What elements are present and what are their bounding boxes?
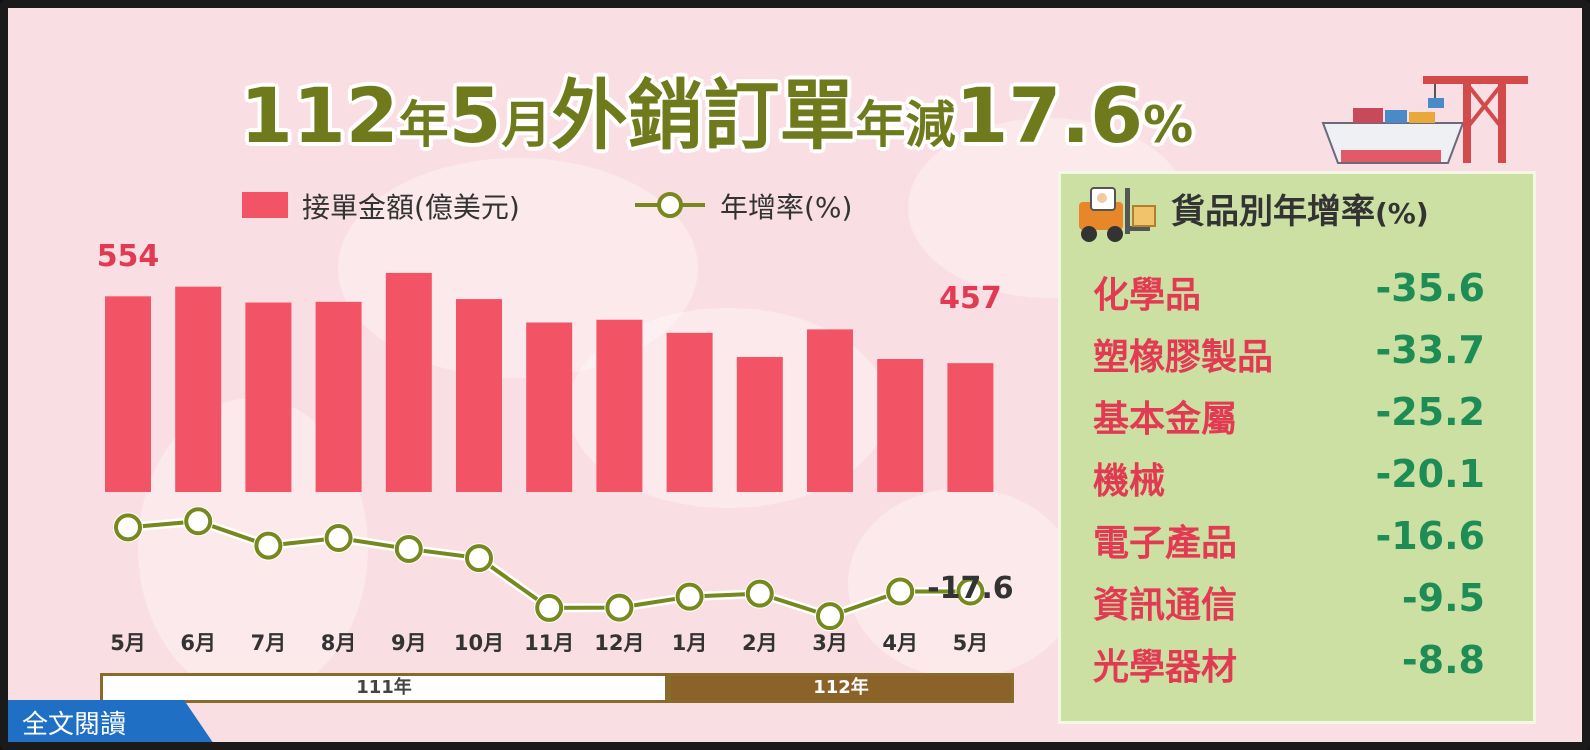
bar (877, 359, 924, 492)
bar (105, 296, 151, 492)
line-point (886, 577, 915, 606)
panel-title: 貨品別年增率(%) (1171, 184, 1429, 233)
panel-row: 化學品 -35.6 (1061, 266, 1533, 326)
bar (736, 356, 783, 492)
line-point (465, 544, 493, 573)
category-panel: 貨品別年增率(%) 化學品 -35.6 塑橡膠製品 -33.7 基本金屬 -25.2 機械 -… (1058, 171, 1536, 724)
line-point (394, 534, 423, 563)
x-tick-label: 10月 (454, 631, 504, 655)
panel-item-name: 基本金屬 (1093, 399, 1238, 440)
panel-title-text: 貨品別年增率 (1171, 192, 1375, 232)
x-tick-label: 11月 (524, 631, 574, 655)
title-value: 17.6 (955, 71, 1144, 160)
title-decline: 年減 (855, 96, 956, 154)
x-tick-label: 4月 (882, 631, 918, 655)
panel-row: 塑橡膠製品 -33.7 (1061, 328, 1533, 388)
panel-item-name: 資訊通信 (1093, 585, 1238, 626)
title-year-unit: 年 (398, 96, 449, 154)
panel-row: 基本金屬 -25.2 (1061, 390, 1533, 450)
legend-bar-swatch (242, 192, 288, 218)
bar (456, 299, 502, 492)
bar (245, 302, 292, 492)
panel-item-value: -25.2 (1375, 390, 1485, 434)
bar (947, 363, 994, 492)
legend-line-marker (657, 192, 683, 218)
year-group-111: 111年 (100, 673, 668, 703)
x-tick-label: 6月 (180, 631, 216, 655)
ship-crane-icon (1321, 76, 1528, 164)
x-tick-label: 12月 (594, 631, 644, 655)
line-point (254, 531, 283, 560)
year-group-112: 112年 (668, 673, 1014, 703)
bar-line-chart: 5月 6月 7月 8月 9月 10月 11月 12月 1月 2月 3月 4月 5月 554 457 -17.6 (97, 239, 1014, 655)
bar (175, 286, 222, 492)
panel-item-value: -9.5 (1401, 576, 1485, 620)
x-tick-label: 9月 (391, 631, 427, 655)
line-point (956, 577, 985, 606)
panel-item-name: 化學品 (1093, 275, 1202, 316)
x-tick-label: 7月 (251, 631, 287, 655)
x-tick-label: 5月 (110, 631, 146, 655)
data-label-last-line: -17.6 (927, 571, 1013, 606)
line-point (535, 593, 564, 622)
panel-item-value: -33.7 (1375, 328, 1485, 372)
line-point (605, 593, 634, 622)
bar (385, 272, 432, 492)
panel-row: 資訊通信 -9.5 (1061, 576, 1533, 636)
x-tick-label: 5月 (953, 631, 989, 655)
bar (807, 329, 853, 492)
forklift-icon (1079, 187, 1156, 242)
bar (526, 322, 573, 492)
title-pct: % (1143, 96, 1194, 154)
line-point (324, 524, 353, 552)
title-main: 外銷訂單 (551, 71, 856, 160)
panel-title-unit: (%) (1375, 197, 1429, 230)
panel-row: 電子產品 -16.6 (1061, 514, 1533, 574)
panel-item-value: -16.6 (1375, 514, 1485, 558)
panel-item-name: 塑橡膠製品 (1093, 337, 1274, 378)
bar (596, 319, 643, 492)
line-point (675, 582, 704, 611)
data-label-last-bar: 457 (939, 281, 1002, 316)
title-month: 5 (448, 71, 502, 160)
line-point (114, 513, 142, 542)
read-full-text-button[interactable]: 全文閱讀 (8, 700, 218, 742)
panel-item-name: 光學器材 (1093, 647, 1238, 688)
data-label-first-bar: 554 (97, 239, 160, 274)
legend-bar-label: 接單金額(億美元) (302, 191, 520, 224)
panel-item-name: 機械 (1093, 461, 1166, 502)
line-point (184, 507, 213, 536)
title-year: 112 (240, 71, 399, 160)
line-point (816, 602, 844, 631)
panel-item-value: -8.8 (1401, 638, 1485, 682)
x-tick-label: 2月 (742, 631, 778, 655)
legend-line-label: 年增率(%) (720, 191, 853, 224)
panel-item-name: 電子產品 (1093, 523, 1238, 564)
panel-row: 光學器材 -8.8 (1061, 638, 1533, 698)
panel-item-value: -20.1 (1375, 452, 1485, 496)
title-month-unit: 月 (501, 96, 552, 154)
x-tick-label: 1月 (672, 631, 708, 655)
panel-row: 機械 -20.1 (1061, 452, 1533, 512)
bar (315, 301, 362, 492)
panel-item-value: -35.6 (1375, 266, 1485, 310)
line-point (745, 579, 774, 608)
x-tick-label: 3月 (812, 631, 848, 655)
page-title: 112年5月外銷訂單年減17.6% (240, 54, 1300, 160)
x-tick-label: 8月 (321, 631, 357, 655)
bar (666, 332, 713, 492)
